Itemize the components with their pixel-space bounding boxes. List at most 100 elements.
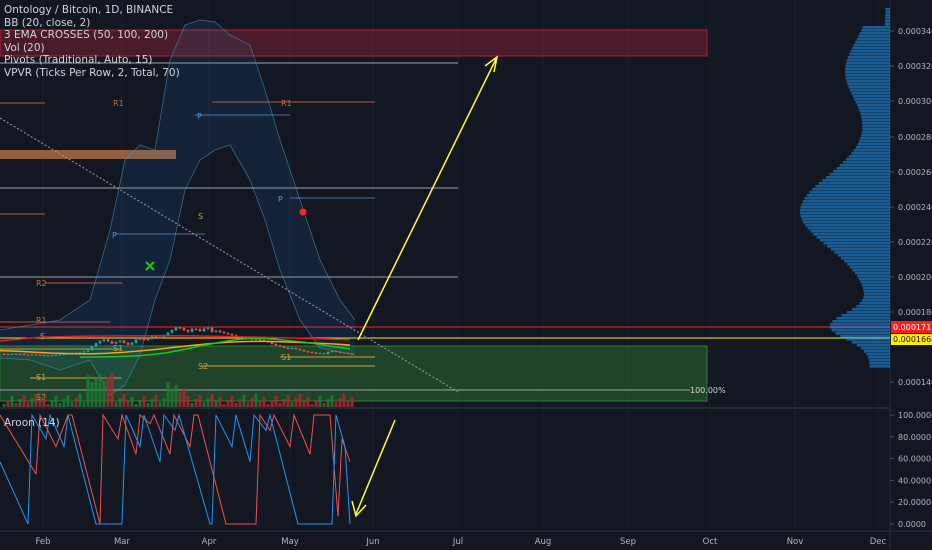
indicator-volume[interactable]: Vol (20) [4, 41, 45, 54]
vpvr-bar [857, 143, 890, 146]
volume-bar [238, 399, 242, 407]
vpvr-bar [841, 257, 890, 260]
candle-body [302, 350, 306, 352]
vpvr-bar [857, 275, 890, 278]
volume-bar [34, 394, 38, 407]
volume-bar [166, 382, 170, 407]
vpvr-bar [861, 131, 890, 134]
vpvr-bar [856, 344, 890, 347]
candle-body [2, 353, 6, 355]
vpvr-bar [836, 167, 890, 170]
candle-body [154, 336, 158, 338]
aroon-axis-label: 80.0000 [898, 433, 931, 442]
candle-body [250, 338, 254, 340]
candle-body [34, 354, 38, 356]
volume-bar [38, 401, 42, 407]
vpvr-bar [801, 218, 890, 221]
candle-body [210, 327, 214, 332]
candle-body [334, 350, 338, 352]
candle-body [46, 355, 50, 357]
bollinger-upper [0, 19, 356, 331]
vpvr-bar [885, 8, 890, 11]
orange-resistance-band [0, 150, 176, 159]
candle-body [86, 350, 90, 352]
candle-body [30, 354, 34, 356]
candle-body [134, 339, 138, 343]
indicator-bb[interactable]: BB (20, close, 2) [4, 16, 91, 29]
vpvr-bar [861, 134, 890, 137]
price-axis-label: 0.0002600 [898, 168, 932, 177]
volume-bar [46, 404, 50, 407]
vpvr-bar [841, 314, 890, 317]
indicator-pivots[interactable]: Pivots (Traditional, Auto, 15) [4, 54, 153, 66]
volume-bar [74, 398, 78, 407]
volume-bar [70, 402, 74, 407]
vpvr-bar [845, 77, 890, 80]
current-price-badge [891, 334, 932, 345]
volume-bar [214, 401, 218, 407]
candle-body [202, 328, 206, 331]
volume-bar [318, 396, 322, 407]
indicator-vpvr[interactable]: VPVR (Ticks Per Row, 2, Total, 70) [4, 66, 180, 79]
pivot-label-s2-b: S2 [36, 393, 46, 402]
price-axis-label: 0.0001800 [898, 308, 932, 317]
aroon-axis-label: 60.0000 [898, 455, 931, 464]
vpvr-bar [861, 284, 890, 287]
vpvr-bar [862, 125, 890, 128]
volume-bar [202, 402, 206, 407]
candle-body [94, 343, 98, 347]
volume-bar [334, 402, 338, 407]
volume-bar [322, 403, 326, 407]
price-axis-label: 0.0003400 [898, 27, 932, 36]
volume-bar [262, 397, 266, 407]
ema-cross-marker-red [299, 208, 307, 216]
vpvr-bar [800, 215, 890, 218]
forecast-arrow-down [355, 419, 396, 515]
pivot-label-r1-lower: R1 [36, 316, 47, 325]
vpvr-bar [804, 197, 890, 200]
vpvr-bar [843, 161, 890, 164]
candle-body [90, 346, 94, 351]
volume-bar [54, 396, 58, 407]
volume-bar [86, 375, 90, 407]
current-price-label: 0.0001668 [893, 335, 932, 344]
volume-bar [298, 394, 302, 407]
indicator-ema-crosses[interactable]: 3 EMA CROSSES (50, 100, 200) [4, 29, 169, 41]
vpvr-bar [803, 221, 890, 224]
candle-body [54, 354, 58, 356]
volume-bar [198, 395, 202, 407]
candle-body [190, 328, 194, 332]
candle-body [310, 352, 314, 353]
aroon-lines [0, 413, 351, 525]
ema-50-line [79, 337, 351, 359]
candle-body [346, 352, 350, 354]
time-axis-label: Dec [870, 537, 887, 547]
volume-bar [6, 400, 10, 407]
candle-body [270, 342, 274, 344]
candle-body [14, 353, 18, 355]
vpvr-bar [846, 59, 890, 62]
vpvr-bar [868, 359, 890, 362]
time-axis-label: Aug [535, 537, 552, 547]
ema-100-line [0, 340, 351, 355]
vpvr-bar [867, 356, 890, 359]
candle-body [218, 330, 222, 333]
candle-body [26, 354, 30, 356]
vpvr-bar [813, 233, 890, 236]
volume-bar [66, 395, 70, 407]
candle-body [118, 340, 122, 343]
vpvr-bar [885, 17, 890, 20]
aroon-pane-title[interactable]: Aroon (14) [4, 417, 60, 429]
vpvr-bar [825, 176, 890, 179]
candle-body [22, 353, 26, 355]
vpvr-bar [845, 68, 890, 71]
vpvr-bar [851, 341, 890, 344]
candle-body [98, 341, 102, 344]
volume-bar [186, 396, 190, 407]
volume-bar [306, 397, 310, 407]
candle-body [322, 353, 326, 355]
forecast-arrow-up [357, 58, 497, 341]
aroon-axis-label: 100.0000 [898, 411, 932, 420]
candle-body [238, 336, 242, 339]
